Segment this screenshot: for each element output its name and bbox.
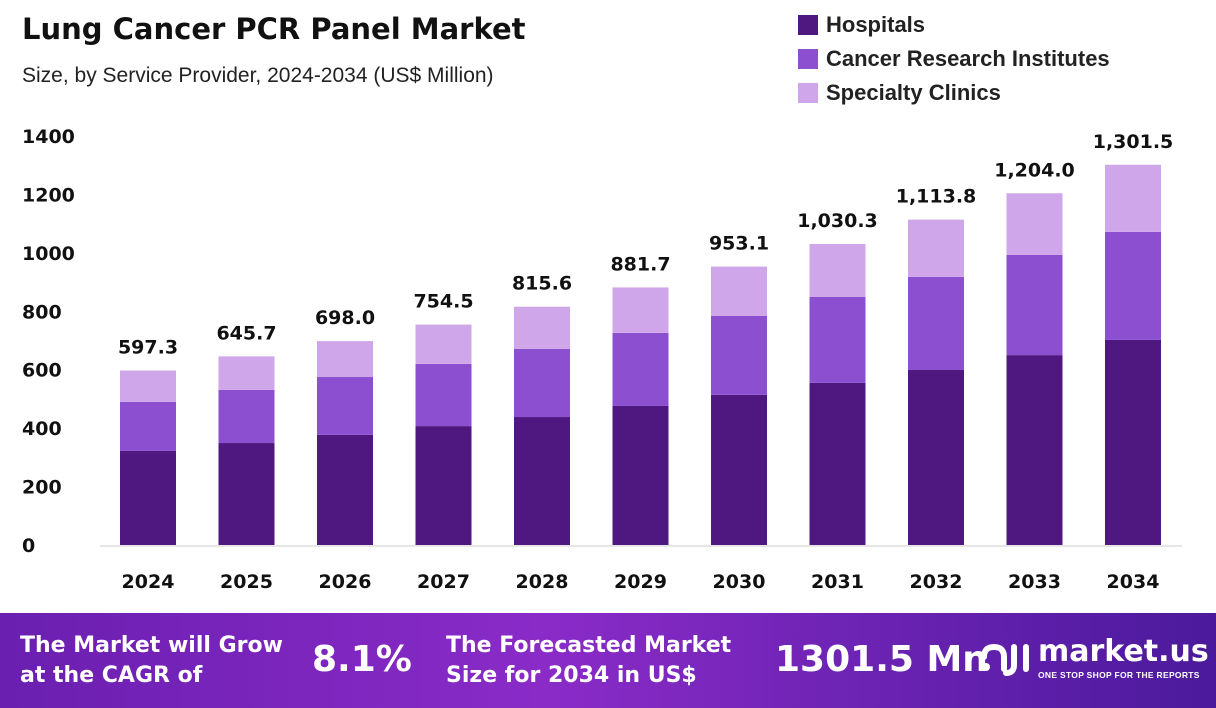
chart-subtitle: Size, by Service Provider, 2024-2034 (US… [22, 64, 494, 87]
total-data-label: 1,030.3 [797, 210, 878, 232]
legend-swatch [798, 83, 818, 103]
bar-segment-hospitals [809, 382, 866, 545]
cagr-value: 8.1% [312, 639, 412, 680]
forecast-text-line: Size for 2034 in US$ [446, 663, 697, 688]
bar-segment-cancer-research-institutes [711, 315, 767, 395]
bar-segment-specialty-clinics [809, 244, 866, 297]
forecast-text: The Forecasted Market Size for 2034 in US… [446, 631, 731, 691]
x-tick-label: 2032 [910, 571, 963, 593]
x-tick-label: 2030 [713, 571, 766, 593]
y-tick-label: 1400 [22, 126, 75, 148]
bar-segment-hospitals [514, 417, 570, 545]
legend: Hospitals Cancer Research Institutes Spe… [798, 8, 1110, 110]
total-data-label: 645.7 [216, 322, 276, 344]
legend-label: Specialty Clinics [826, 80, 1001, 105]
bar-segment-cancer-research-institutes [809, 296, 866, 383]
x-tick-label: 2025 [220, 571, 273, 593]
legend-item-cancer-research-institutes: Cancer Research Institutes [798, 42, 1110, 76]
y-tick-label: 1000 [22, 243, 75, 265]
bar-segment-cancer-research-institutes [1105, 231, 1161, 340]
cagr-text: The Market will Grow at the CAGR of [20, 631, 283, 691]
legend-item-hospitals: Hospitals [798, 8, 1110, 42]
forecast-text-line: The Forecasted Market [446, 633, 732, 658]
bar-segment-specialty-clinics [218, 356, 275, 390]
bar-chart: 0 200 400 600 800 1000 1200 1400 597.3 2024 645.7 2… [22, 126, 1182, 593]
bar-segment-cancer-research-institutes [317, 377, 373, 435]
y-tick-label: 400 [22, 418, 62, 440]
bar-segment-hospitals [415, 426, 472, 545]
x-tick-label: 2029 [614, 571, 667, 593]
brand-tagline: ONE STOP SHOP FOR THE REPORTS [1038, 670, 1200, 680]
cagr-text-line: at the CAGR of [20, 663, 203, 688]
bar-segment-cancer-research-institutes [1006, 254, 1063, 356]
legend-swatch [798, 15, 818, 35]
market-us-logo-icon [981, 643, 1029, 676]
total-data-label: 754.5 [413, 291, 473, 313]
bar-segment-specialty-clinics [120, 370, 176, 402]
brand-name: market.us [1038, 634, 1209, 669]
chart-title: Lung Cancer PCR Panel Market [22, 12, 526, 46]
total-data-label: 1,204.0 [994, 159, 1075, 181]
y-tick-label: 600 [22, 360, 62, 382]
total-data-label: 881.7 [610, 253, 670, 275]
total-data-label: 698.0 [315, 307, 375, 329]
bar-segment-hospitals [612, 405, 669, 545]
bar-segment-hospitals [218, 443, 275, 545]
total-data-label: 1,301.5 [1093, 131, 1174, 153]
footer-banner: The Market will Grow at the CAGR of 8.1% … [0, 613, 1216, 708]
total-data-label: 953.1 [709, 233, 769, 255]
bar-segment-hospitals [1006, 355, 1063, 545]
legend-swatch [798, 49, 818, 69]
y-tick-label: 800 [22, 301, 62, 323]
x-tick-label: 2034 [1107, 571, 1160, 593]
x-tick-label: 2027 [417, 571, 470, 593]
y-tick-label: 200 [22, 477, 62, 499]
x-tick-label: 2031 [811, 571, 864, 593]
bar-segment-cancer-research-institutes [514, 348, 570, 418]
bar-segment-specialty-clinics [612, 287, 669, 333]
bar-segment-specialty-clinics [908, 219, 964, 277]
x-tick-label: 2033 [1008, 571, 1061, 593]
bar-segment-specialty-clinics [514, 306, 570, 349]
bar-segment-cancer-research-institutes [612, 332, 669, 406]
bar-segment-hospitals [908, 370, 964, 545]
x-tick-label: 2028 [516, 571, 569, 593]
bar-segment-specialty-clinics [1006, 193, 1063, 255]
bar-segment-cancer-research-institutes [908, 276, 964, 371]
bar-segment-specialty-clinics [1105, 164, 1161, 232]
bar-segment-specialty-clinics [317, 341, 373, 378]
y-tick-label: 0 [22, 535, 35, 557]
x-tick-label: 2026 [319, 571, 372, 593]
total-data-label: 815.6 [512, 273, 572, 295]
bar-segment-hospitals [1105, 339, 1161, 545]
brand-logo: market.us ONE STOP SHOP FOR THE REPORTS [978, 637, 1209, 680]
total-data-label: 1,113.8 [896, 186, 977, 208]
legend-label: Hospitals [826, 12, 926, 37]
x-tick-label: 2024 [122, 571, 175, 593]
total-data-label: 597.3 [118, 337, 178, 359]
bar-segment-hospitals [317, 434, 373, 545]
forecast-value: 1301.5 Mn [775, 639, 988, 680]
y-tick-label: 1200 [22, 184, 75, 206]
legend-item-specialty-clinics: Specialty Clinics [798, 76, 1110, 110]
legend-label: Cancer Research Institutes [826, 46, 1110, 71]
bar-segment-cancer-research-institutes [120, 401, 176, 451]
cagr-text-line: The Market will Grow [20, 633, 283, 658]
bar-segment-cancer-research-institutes [218, 389, 275, 444]
bar-segment-cancer-research-institutes [415, 363, 472, 427]
bar-segment-hospitals [711, 394, 767, 545]
bar-segment-specialty-clinics [711, 266, 767, 316]
bar-segment-specialty-clinics [415, 324, 472, 364]
bar-segment-hospitals [120, 450, 176, 545]
